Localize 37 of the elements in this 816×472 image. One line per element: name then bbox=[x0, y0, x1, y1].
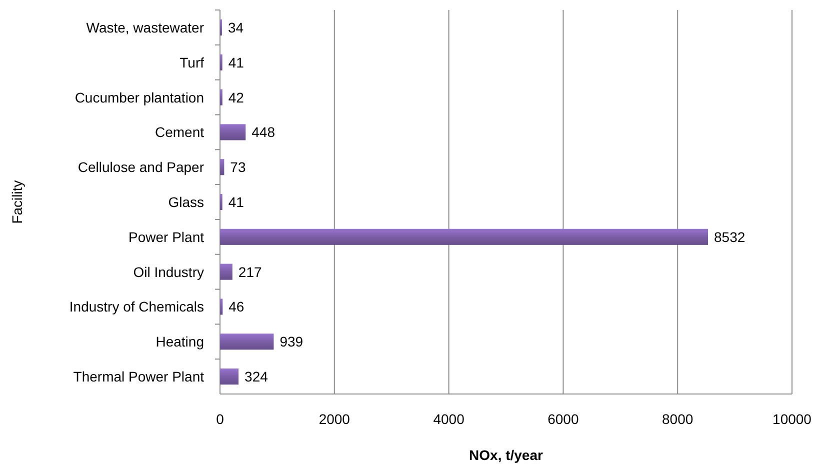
data-label: 217 bbox=[238, 264, 262, 280]
y-axis-title: Facility bbox=[9, 180, 25, 224]
data-label: 448 bbox=[252, 124, 276, 140]
x-tick-label: 6000 bbox=[548, 411, 579, 427]
y-tick-label: Turf bbox=[180, 54, 204, 70]
data-label: 46 bbox=[228, 298, 244, 315]
y-tick-label: Cellulose and Paper bbox=[78, 159, 204, 176]
x-tick-label: 8000 bbox=[662, 411, 694, 427]
data-label: 73 bbox=[230, 159, 246, 176]
bar bbox=[220, 264, 232, 280]
bar bbox=[220, 124, 246, 140]
data-label: 939 bbox=[280, 334, 304, 350]
y-tick-label: Cement bbox=[154, 124, 204, 140]
data-label: 42 bbox=[228, 89, 244, 106]
data-label: 34 bbox=[228, 19, 244, 36]
x-tick-label: 2000 bbox=[318, 411, 350, 427]
y-tick-label: Thermal Power Plant bbox=[73, 368, 204, 385]
bar bbox=[220, 334, 274, 350]
bar bbox=[220, 298, 223, 315]
y-tick-label: Industry of Chemicals bbox=[69, 298, 204, 315]
data-label: 41 bbox=[228, 54, 244, 70]
y-tick-label: Heating bbox=[156, 334, 204, 350]
bar bbox=[220, 228, 708, 245]
bar bbox=[220, 159, 224, 176]
y-tick-label: Power Plant bbox=[128, 228, 204, 245]
y-tick-label: Waste, wastewater bbox=[86, 19, 204, 36]
x-tick-label: 0 bbox=[216, 411, 224, 427]
data-label: 8532 bbox=[714, 228, 746, 245]
y-tick-label: Cucumber plantation bbox=[74, 89, 204, 106]
bar bbox=[220, 368, 239, 385]
x-tick-label: 4000 bbox=[433, 411, 465, 427]
data-label: 41 bbox=[228, 194, 244, 210]
data-label: 324 bbox=[244, 368, 268, 385]
x-axis-title: NOx, t/year bbox=[469, 447, 544, 463]
y-tick-label: Oil Industry bbox=[133, 264, 204, 280]
x-tick-label: 10000 bbox=[772, 411, 812, 427]
y-tick-label: Glass bbox=[168, 194, 204, 210]
